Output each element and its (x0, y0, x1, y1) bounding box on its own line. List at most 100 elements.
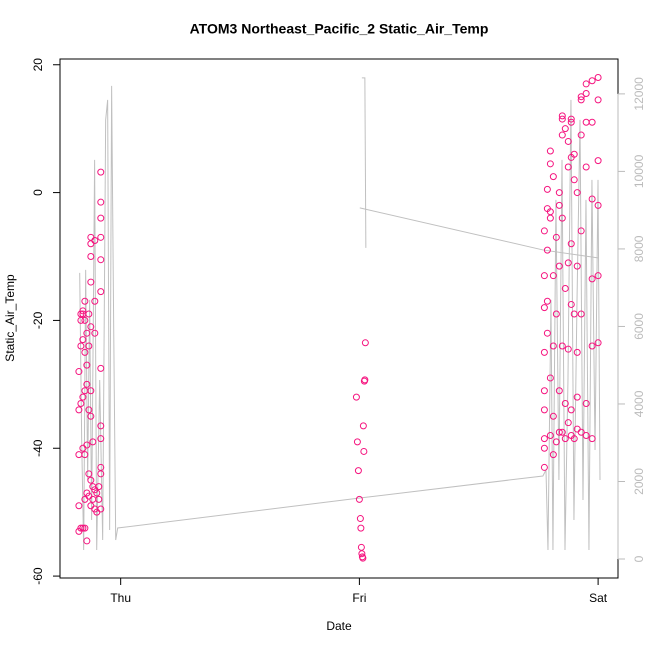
data-point (79, 307, 87, 315)
data-point (75, 451, 83, 459)
data-point (83, 441, 91, 449)
data-point (540, 348, 548, 356)
data-point (549, 412, 557, 420)
data-point (87, 240, 95, 248)
y-tick-label: 0 (31, 189, 45, 196)
data-point (594, 339, 602, 347)
data-point (552, 310, 560, 318)
data-point (91, 329, 99, 337)
data-point (577, 428, 585, 436)
data-point (573, 189, 581, 197)
data-point (77, 342, 85, 350)
data-point (549, 272, 557, 280)
data-point (573, 348, 581, 356)
data-point (83, 537, 91, 545)
data-point (570, 176, 578, 184)
data-point (540, 406, 548, 414)
data-point (97, 233, 105, 241)
data-point (81, 316, 89, 324)
x-axis-label: Date (326, 619, 352, 633)
data-point (89, 438, 97, 446)
y2-tick-label: 0 (632, 555, 646, 562)
data-point (97, 435, 105, 443)
data-point (360, 447, 368, 455)
data-point (91, 297, 99, 305)
data-point (561, 125, 569, 133)
data-point (577, 131, 585, 139)
x-tick-label: Fri (352, 591, 366, 605)
data-point (543, 246, 551, 254)
y-tick-label: -40 (31, 439, 45, 457)
data-point (546, 160, 554, 168)
data-point (359, 554, 367, 562)
data-point (564, 137, 572, 145)
data-point (81, 451, 89, 459)
data-point (588, 118, 596, 126)
data-point (564, 259, 572, 267)
y2-tick-label: 6000 (632, 313, 646, 340)
data-point (81, 524, 89, 532)
data-point (546, 431, 554, 439)
data-point (87, 253, 95, 261)
data-point (567, 406, 575, 414)
data-point (87, 476, 95, 484)
data-point (570, 435, 578, 443)
altitude-line (359, 207, 599, 259)
data-point (573, 393, 581, 401)
data-point (577, 96, 585, 104)
data-point (570, 150, 578, 158)
data-point (97, 198, 105, 206)
data-point (540, 435, 548, 443)
data-point (83, 380, 91, 388)
data-point (355, 495, 363, 503)
data-point (356, 515, 364, 523)
data-point (573, 262, 581, 270)
data-point (352, 393, 360, 401)
data-point (83, 361, 91, 369)
data-point (361, 339, 369, 347)
data-point (594, 201, 602, 209)
data-point (87, 412, 95, 420)
data-point (97, 505, 105, 513)
data-point (87, 278, 95, 286)
data-point (85, 406, 93, 414)
data-point (546, 147, 554, 155)
data-point (353, 438, 361, 446)
data-point (79, 393, 87, 401)
data-point (87, 233, 95, 241)
y2-tick-label: 12000 (632, 77, 646, 111)
data-point (97, 214, 105, 222)
data-point (577, 93, 585, 101)
data-point (555, 262, 563, 270)
data-point (582, 80, 590, 88)
data-point (81, 297, 89, 305)
data-point (75, 406, 83, 414)
data-point (588, 342, 596, 350)
data-point (582, 118, 590, 126)
data-point (79, 444, 87, 452)
data-point (594, 272, 602, 280)
data-point (588, 195, 596, 203)
data-point (582, 400, 590, 408)
data-point (357, 543, 365, 551)
data-point (540, 272, 548, 280)
data-point (564, 163, 572, 171)
data-point (567, 115, 575, 123)
data-point (359, 422, 367, 430)
data-point (588, 275, 596, 283)
data-point (552, 438, 560, 446)
data-point (561, 400, 569, 408)
data-point (95, 483, 103, 491)
x-tick-label: Thu (110, 591, 131, 605)
data-point (558, 214, 566, 222)
altitude-line (79, 85, 601, 551)
data-point (577, 310, 585, 318)
data-point (93, 489, 101, 497)
data-point (97, 364, 105, 372)
data-point (549, 451, 557, 459)
data-point (85, 470, 93, 478)
data-point (89, 495, 97, 503)
data-point (85, 342, 93, 350)
data-point (588, 435, 596, 443)
x-tick-label: Sat (589, 591, 608, 605)
